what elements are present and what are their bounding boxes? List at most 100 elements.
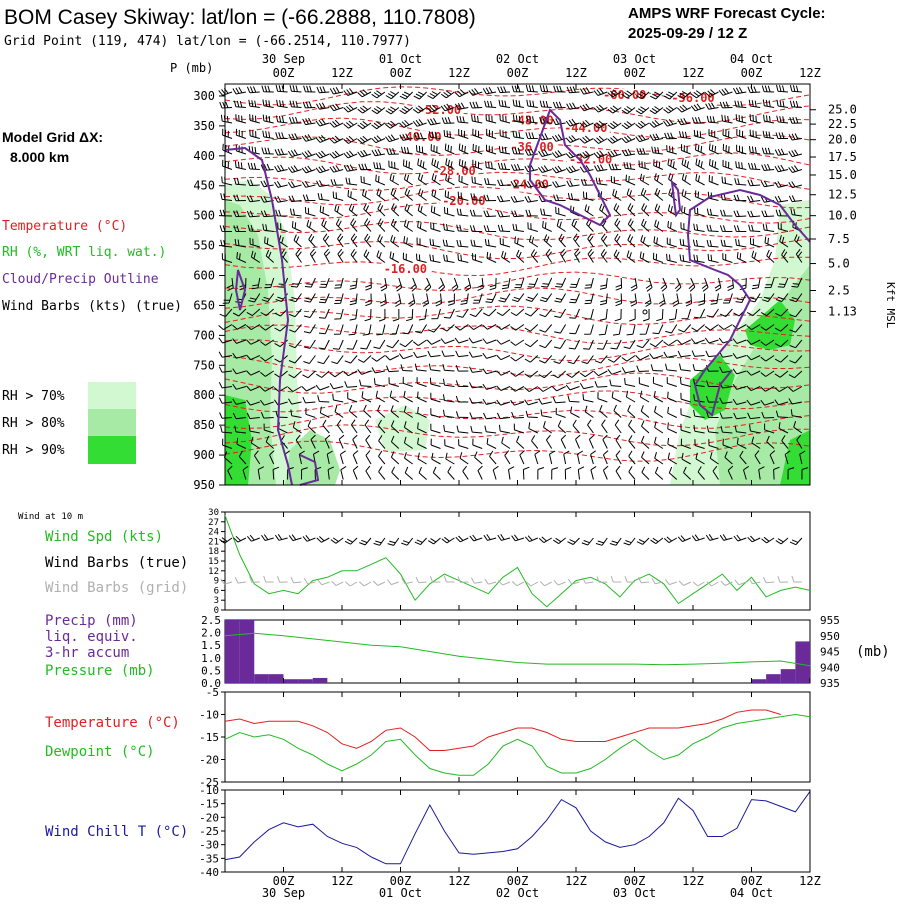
wind-barb	[510, 308, 525, 317]
wind-barb	[304, 277, 316, 288]
wind-10m-barb-grid	[777, 576, 789, 583]
wind-barb	[714, 277, 722, 292]
wind-tick-label: 27	[208, 518, 219, 528]
wind-barb	[614, 233, 622, 248]
wind-barb	[736, 251, 747, 263]
wind-barb	[644, 293, 652, 307]
wind-barb	[654, 436, 664, 449]
wind-barb	[304, 206, 316, 217]
wind-barb	[496, 370, 511, 376]
windchill-panel: -10-15-20-25-30-35-40	[199, 784, 811, 879]
temperature-label-bg	[669, 91, 717, 105]
wind-barb	[428, 363, 441, 372]
wind-barb	[343, 370, 358, 377]
temperature-contour-line	[224, 152, 811, 175]
wind-barb	[302, 117, 316, 126]
wind-10m-barb-grid	[525, 581, 539, 587]
wind-barb	[582, 393, 594, 403]
wind-barb	[410, 277, 417, 292]
wind-barb	[751, 277, 761, 290]
wind-10m-barb-true	[316, 536, 330, 543]
wind-barb	[723, 293, 733, 304]
wind-barb	[623, 339, 636, 349]
wind-barb	[621, 135, 636, 144]
wind-barb	[398, 119, 413, 128]
wind-barb	[319, 277, 330, 288]
wind-barb	[735, 161, 747, 170]
wind-barb	[735, 238, 747, 248]
wind-barb	[593, 370, 608, 377]
wind-barb	[565, 165, 580, 174]
wind-barb	[762, 293, 775, 303]
wind-barb	[525, 209, 538, 217]
wind-10m-barb-true	[775, 537, 789, 545]
wind-barb	[233, 177, 246, 186]
wind-barb	[472, 438, 483, 449]
cloud-outline-small-right	[670, 178, 682, 218]
wind-10m-barb-grid	[763, 576, 775, 584]
wind-barb	[316, 370, 330, 378]
wind-barb	[554, 308, 567, 318]
wind-barb	[429, 238, 441, 248]
rh70-swatch	[88, 382, 136, 409]
wind-barb	[306, 219, 316, 232]
wind-barb	[246, 86, 260, 94]
windchill-line	[224, 791, 811, 865]
wind-barb	[788, 149, 803, 158]
wind-barb	[404, 452, 413, 465]
wind-barb	[667, 391, 677, 403]
wind-barb	[272, 466, 280, 480]
wind-barb	[635, 91, 650, 100]
wind-barb	[607, 121, 622, 130]
temp-tick-label: -5	[206, 686, 219, 699]
wind-barb	[371, 135, 386, 144]
wind-barb	[733, 412, 747, 420]
wind-barb	[392, 308, 400, 322]
wind-barb	[248, 293, 261, 303]
top-date-label: 02 Oct	[496, 52, 539, 66]
wind-barb	[691, 90, 705, 99]
wind-barb	[788, 133, 802, 141]
kft-tick-label: 7.5	[828, 232, 850, 246]
pressure-tick-label: 900	[193, 448, 215, 462]
wind-barb	[457, 191, 469, 201]
wind-10m-barb-true	[595, 537, 608, 546]
wind-barb	[232, 368, 247, 375]
precip-pressure-frame	[224, 619, 811, 684]
wind-barb	[722, 143, 733, 155]
wind-barb	[761, 85, 775, 93]
wind-barb	[336, 419, 344, 434]
wind-barb	[261, 293, 275, 303]
wind-barb	[680, 377, 691, 387]
wind-10m-barb-grid	[317, 579, 330, 586]
wind-barb	[608, 355, 622, 363]
wind-barb	[498, 424, 511, 434]
temperature-contour-label: -24.00	[506, 178, 549, 192]
wind-barb	[718, 324, 733, 330]
wind-barb	[412, 118, 427, 127]
temperature-contour-line	[224, 221, 811, 241]
wind-barb	[681, 452, 691, 465]
wind-barb	[789, 116, 802, 124]
wind-barb	[685, 293, 693, 307]
wind-barb	[357, 355, 372, 363]
wind-barb	[431, 173, 441, 186]
wind-barb	[301, 386, 316, 392]
wind-barb	[289, 100, 302, 108]
wind-barb	[477, 465, 483, 480]
pressure-tick-label: 750	[193, 358, 215, 372]
wind-barb	[566, 180, 580, 187]
wind-barb	[621, 106, 636, 115]
wind-barb	[692, 239, 705, 248]
wind-barb	[498, 99, 511, 108]
wind-barb	[747, 195, 761, 203]
wind-barb	[386, 365, 399, 373]
wind-barb	[388, 377, 399, 387]
wind-10m-barb-grid	[665, 579, 677, 586]
wind-barb	[653, 236, 664, 248]
wind-barb	[599, 308, 608, 321]
wind-barb	[774, 324, 789, 332]
wind-10m-barb-true	[414, 537, 427, 546]
top-time-tick-label: 12Z	[682, 66, 704, 80]
wind-barb	[663, 91, 678, 100]
